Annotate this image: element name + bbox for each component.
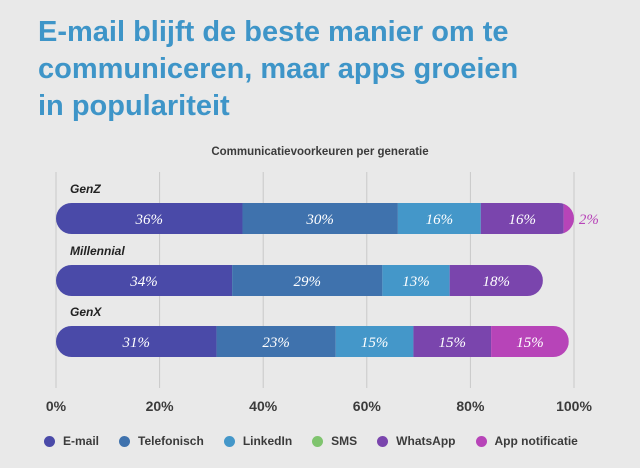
legend-item: E-mail <box>44 434 99 448</box>
legend-swatch <box>377 435 389 447</box>
legend-label: WhatsApp <box>396 434 456 448</box>
data-label: 15% <box>516 335 544 351</box>
bar-row-genz: GenZ 36% 30% 16% 16% 2% <box>56 182 599 234</box>
legend-swatch <box>475 435 487 447</box>
legend-item: SMS <box>312 434 357 448</box>
x-tick-label: 80% <box>456 398 485 414</box>
data-label: 30% <box>305 212 334 228</box>
data-label: 34% <box>129 274 158 290</box>
category-label: Millennial <box>70 244 125 258</box>
data-label: 13% <box>402 274 430 290</box>
category-label: GenZ <box>70 182 101 196</box>
bar-segment-linkedin <box>382 265 450 296</box>
headline-line-2: communiceren, maar apps groeien <box>38 53 519 85</box>
x-tick-label: 100% <box>556 398 592 414</box>
bar-segment-app-notificatie <box>491 326 569 357</box>
legend-swatch <box>312 435 324 447</box>
bar-segment-e-mail <box>56 326 217 357</box>
bar-segment-linkedin <box>397 203 481 234</box>
legend-swatch <box>223 435 235 447</box>
bar-segment-app-notificatie <box>563 203 574 234</box>
bar-segment-telefonisch <box>242 203 398 234</box>
bar-segment-whatsapp <box>449 265 543 296</box>
legend-label: App notificatie <box>494 434 578 448</box>
bar-segment-telefonisch <box>216 326 336 357</box>
data-label: 15% <box>439 335 467 351</box>
x-tick-label: 0% <box>46 398 67 414</box>
chart-legend: E-mail Telefonisch LinkedIn SMS WhatsApp App … <box>44 433 598 449</box>
headline-line-1: E-mail blijft de beste manier om te <box>38 16 509 48</box>
data-label: 36% <box>134 212 163 228</box>
headline-line-3: in populariteit <box>38 90 230 122</box>
data-label: 31% <box>122 335 151 351</box>
chart-title: Communicatievoorkeuren per generatie <box>211 146 429 158</box>
legend-label: SMS <box>331 434 358 448</box>
data-label: 15% <box>361 335 389 351</box>
bar-segment-whatsapp <box>480 203 564 234</box>
x-tick-label: 60% <box>353 398 382 414</box>
legend-swatch <box>119 435 131 447</box>
data-label: 16% <box>426 212 454 228</box>
legend-label: Telefonisch <box>138 434 204 448</box>
bar-row-genx: GenX 31% 23% 15% 15% 15% <box>56 305 569 357</box>
data-label: 23% <box>262 335 290 351</box>
legend-item: Telefonisch <box>119 434 204 448</box>
data-label: 2% <box>579 212 599 228</box>
bar-segment-whatsapp <box>413 326 492 357</box>
legend-swatch <box>44 435 55 447</box>
x-tick-label: 40% <box>249 398 278 414</box>
bar-segment-e-mail <box>56 203 243 234</box>
bar-segment-e-mail <box>56 265 233 296</box>
bar-row-millennial: Millennial 34% 29% 13% 18% <box>56 244 543 296</box>
legend-item: LinkedIn <box>223 434 293 448</box>
legend-item: WhatsApp <box>377 434 456 448</box>
category-label: GenX <box>70 305 102 319</box>
data-label: 16% <box>508 212 536 228</box>
x-tick-label: 20% <box>146 398 175 414</box>
headline: E-mail blijft de beste manier om te comm… <box>38 14 628 125</box>
bar-segment-linkedin <box>335 326 414 357</box>
legend-label: E-mail <box>63 434 100 448</box>
legend-label: LinkedIn <box>242 434 293 448</box>
legend-item: App notificatie <box>475 434 578 448</box>
data-label: 18% <box>483 274 511 290</box>
data-label: 29% <box>293 274 321 290</box>
bar-segment-telefonisch <box>232 265 383 296</box>
